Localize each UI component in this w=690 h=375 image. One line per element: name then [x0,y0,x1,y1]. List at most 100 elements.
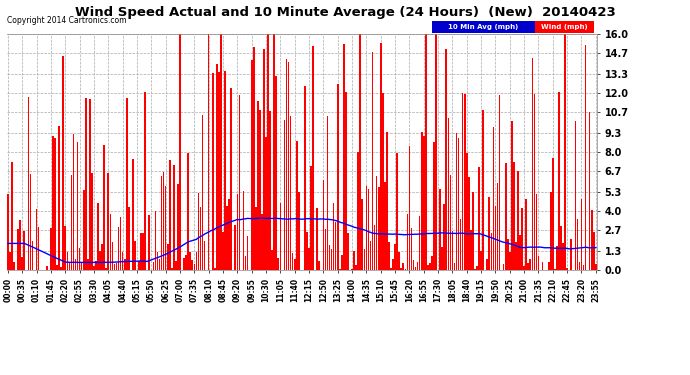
Bar [357,153,359,270]
Bar [450,175,451,270]
Bar [108,173,109,270]
Bar [328,245,331,270]
Bar [144,92,146,270]
Bar [579,262,580,270]
Bar [448,118,449,270]
Bar [191,261,193,270]
Bar [66,252,68,270]
Bar [52,136,54,270]
Bar [179,34,181,270]
Bar [468,177,470,270]
Bar [440,189,441,270]
Bar [593,232,595,270]
Bar [489,197,490,270]
Bar [527,262,529,270]
Bar [370,242,371,270]
Bar [538,256,540,270]
Bar [306,232,308,270]
Bar [497,183,498,270]
FancyBboxPatch shape [432,21,535,33]
Bar [419,216,420,270]
Bar [193,264,195,270]
Bar [384,182,386,270]
Bar [452,231,453,270]
Bar [333,203,335,270]
Bar [134,242,136,270]
Bar [212,74,214,270]
Bar [265,137,267,270]
Bar [511,122,513,270]
Bar [195,252,197,270]
Bar [503,264,504,270]
Bar [529,259,531,270]
Bar [288,62,289,270]
Bar [83,190,85,270]
Bar [277,258,279,270]
Bar [480,251,482,270]
Bar [184,258,185,270]
Bar [308,248,310,270]
Bar [298,192,299,270]
Bar [247,236,248,270]
Bar [486,259,488,270]
Bar [425,34,426,270]
Bar [431,256,433,270]
Bar [70,175,72,270]
Bar [28,97,29,270]
Bar [376,176,377,270]
Bar [77,142,79,270]
Bar [157,252,158,270]
Bar [72,134,75,270]
Bar [453,263,455,270]
Bar [57,265,58,270]
Bar [104,145,105,270]
Bar [257,101,259,270]
Bar [571,239,572,270]
Bar [390,268,392,270]
Bar [427,265,428,270]
Bar [222,232,224,270]
Bar [339,269,341,270]
Bar [110,214,111,270]
Bar [400,268,402,270]
Bar [186,255,187,270]
Bar [472,192,474,270]
FancyBboxPatch shape [535,21,594,33]
Bar [518,171,519,270]
Bar [345,92,347,270]
Bar [521,208,523,270]
Bar [589,112,591,270]
Bar [466,153,468,270]
Bar [169,160,170,270]
Bar [220,34,221,270]
Bar [93,266,95,270]
Bar [421,132,422,270]
Bar [562,243,564,270]
Bar [237,194,238,270]
Bar [388,242,390,270]
Bar [59,126,60,270]
Bar [9,252,11,270]
Bar [550,192,551,270]
Bar [423,136,424,270]
Bar [118,227,119,270]
Bar [368,189,369,270]
Bar [429,262,431,270]
Bar [114,264,115,270]
Bar [581,199,582,270]
Bar [243,190,244,270]
Bar [478,167,480,270]
Bar [519,234,521,270]
Bar [97,202,99,270]
Bar [224,70,226,270]
Bar [474,268,476,270]
Text: Wind (mph): Wind (mph) [541,24,588,30]
Bar [87,259,88,270]
Bar [199,207,201,270]
Bar [126,98,128,270]
Bar [11,162,13,270]
Bar [364,249,365,270]
Bar [591,210,593,270]
Bar [140,234,142,270]
Bar [304,86,306,270]
